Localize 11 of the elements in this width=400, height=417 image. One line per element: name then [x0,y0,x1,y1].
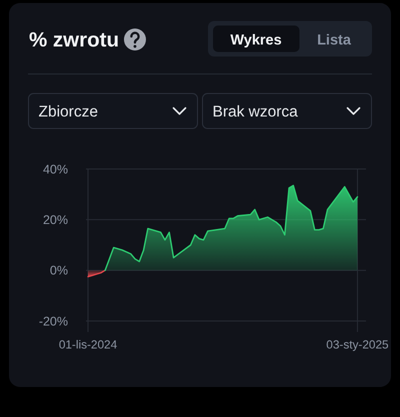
x-tick-label: 03-sty-2025 [326,338,390,352]
y-tick-label: -20% [38,314,68,328]
text: Lista [317,32,352,48]
y-tick-label: 0% [50,264,68,278]
y-tick-label: 20% [42,213,68,228]
y-tick-label: 40% [42,162,68,176]
text: Brak wzorca [212,104,298,120]
x-tick-label: 01-lis-2024 [58,338,118,352]
text: Wykres [230,32,282,48]
text: Zbiorcze [38,104,98,120]
chart-title: % zwrotu [29,28,119,52]
